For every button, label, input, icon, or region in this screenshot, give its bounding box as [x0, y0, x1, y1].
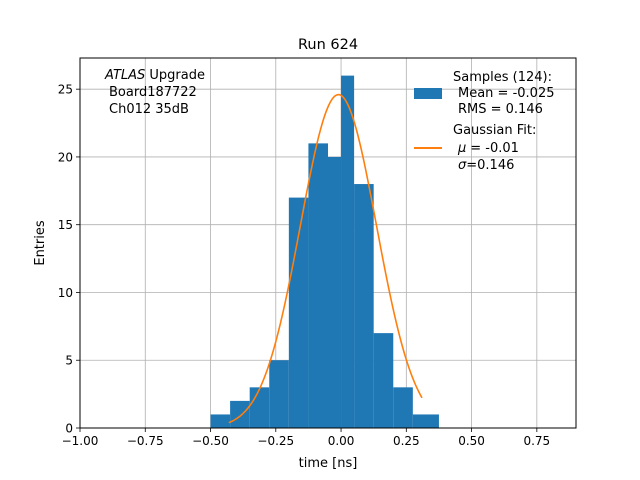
legend-rms-text: RMS = 0.146	[458, 102, 543, 117]
y-axis-label: Entries	[33, 220, 48, 266]
histogram-bar	[341, 75, 355, 428]
histogram-bars	[210, 75, 439, 428]
histogram-bar	[328, 156, 342, 428]
annotation-line-3: Ch012 35dB	[109, 102, 189, 117]
x-tick-label: −0.25	[257, 434, 294, 448]
x-axis-ticks: −1.00 −0.75 −0.50 −0.25 0.00 0.25 0.50 0.75	[62, 428, 550, 448]
plot-frame	[79, 57, 577, 429]
legend-fit-label: Gaussian Fit:	[453, 123, 536, 138]
x-tick-label: 0.75	[523, 434, 550, 448]
histogram-bar	[412, 414, 439, 428]
legend-samples-label: Samples (124):	[453, 70, 552, 85]
gaussian-fit-curve	[228, 93, 423, 424]
legend-sigma-value: =0.146	[466, 158, 514, 173]
y-axis-ticks: 0 5 10 15 20 25	[58, 83, 80, 436]
legend-sigma-text: σ=0.146	[458, 158, 514, 173]
histogram-bar	[373, 333, 394, 428]
x-tick-label: 0.50	[458, 434, 485, 448]
legend-samples-swatch	[414, 88, 442, 99]
mu-symbol: μ	[457, 141, 466, 156]
legend: Samples (124): Mean = -0.025 RMS = 0.146…	[414, 70, 554, 173]
annotation-line-2: Board187722	[109, 85, 197, 100]
legend-mean-text: Mean = -0.025	[458, 86, 554, 101]
histogram-bar	[393, 387, 413, 428]
y-tick-label: 0	[65, 422, 73, 436]
sigma-symbol: σ	[458, 158, 467, 173]
annotation-upgrade: Upgrade	[145, 68, 205, 83]
annotation-atlas: ATLAS	[104, 68, 145, 83]
histogram-bar	[308, 143, 328, 428]
annotation: ATLAS Upgrade Board187722 Ch012 35dB	[104, 68, 205, 117]
annotation-line-1: ATLAS Upgrade	[104, 68, 205, 83]
histogram-bar	[249, 387, 270, 428]
histogram-bar	[230, 400, 250, 428]
y-tick-label: 10	[58, 286, 73, 300]
x-tick-label: −1.00	[62, 434, 99, 448]
y-tick-label: 20	[58, 150, 73, 164]
histogram-bar	[269, 360, 289, 428]
legend-mu-value: = -0.01	[470, 141, 519, 156]
x-axis-label: time [ns]	[299, 456, 358, 471]
x-tick-label: 0.00	[328, 434, 355, 448]
legend-mu-text: μ = -0.01	[457, 141, 519, 156]
y-tick-label: 25	[58, 83, 73, 97]
histogram-bar	[288, 197, 309, 428]
x-tick-label: −0.50	[192, 434, 229, 448]
y-tick-label: 15	[58, 218, 73, 232]
histogram-bar	[210, 414, 231, 428]
x-tick-label: 0.25	[393, 434, 420, 448]
gaussian-fit	[228, 93, 423, 424]
x-tick-label: −0.75	[127, 434, 164, 448]
y-tick-label: 5	[65, 354, 73, 368]
chart-title: Run 624	[298, 37, 358, 53]
histogram-bar	[354, 184, 374, 428]
